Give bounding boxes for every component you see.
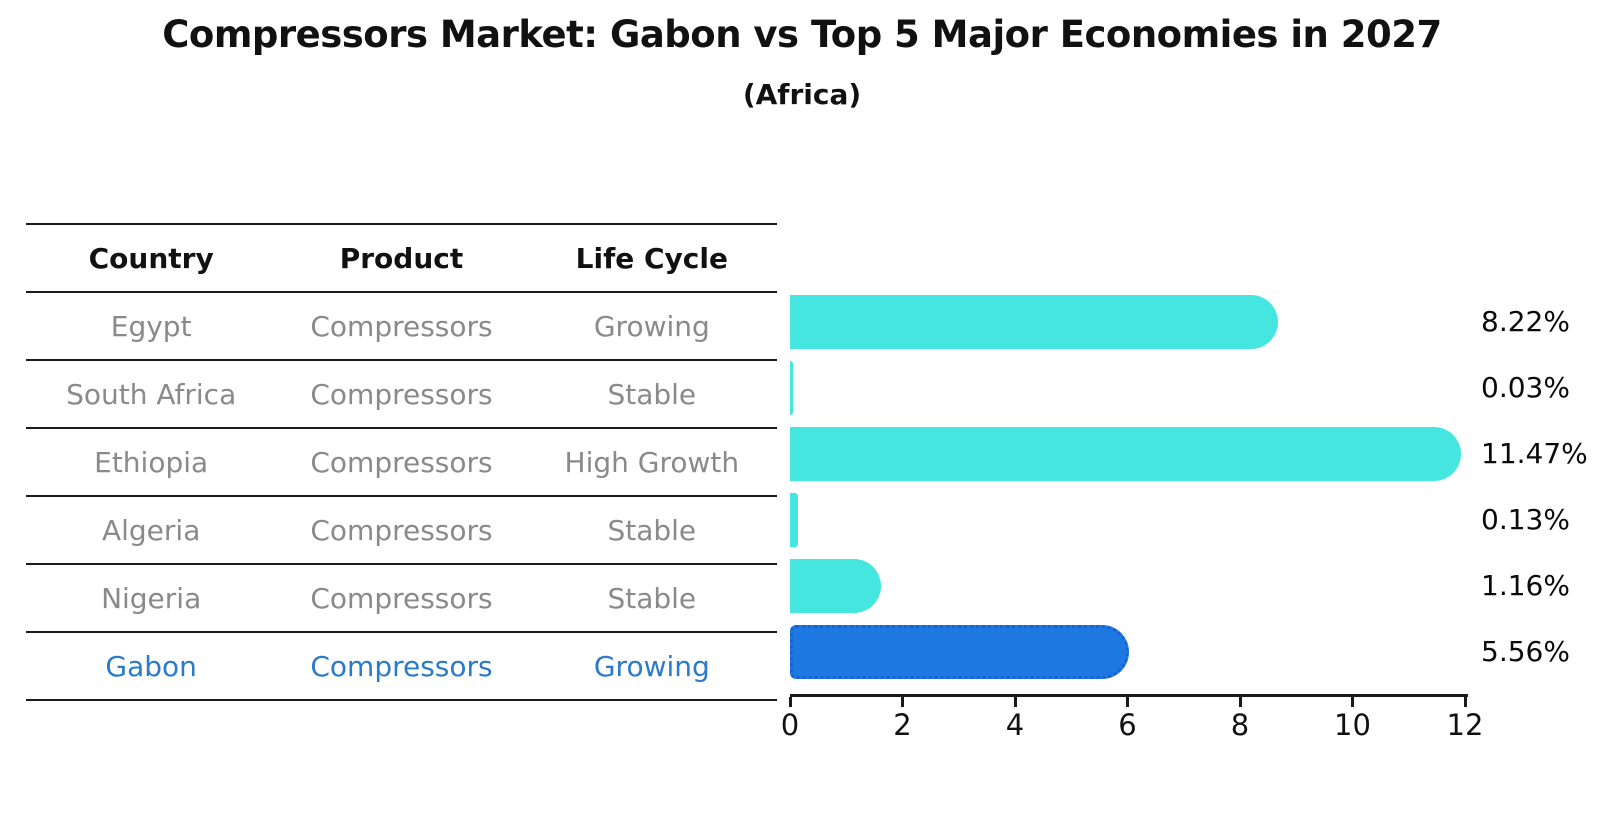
- x-axis-tick: [1126, 697, 1129, 707]
- cell-product: Compressors: [310, 445, 493, 479]
- x-axis-tick: [1013, 697, 1017, 707]
- table-row-gabon: Gabon Compressors Growing: [26, 633, 777, 701]
- cell-life-cycle: Stable: [607, 377, 697, 411]
- table-row-nigeria: Nigeria Compressors Stable: [26, 565, 777, 633]
- cell-country: Egypt: [110, 309, 192, 343]
- x-tick-label: 2: [893, 708, 912, 742]
- bar-egypt: [790, 295, 1279, 349]
- column-header-life-cycle: Life Cycle: [575, 241, 728, 275]
- value-label-gabon: 5.56%: [1481, 635, 1570, 668]
- cell-life-cycle: Growing: [593, 309, 710, 343]
- cell-country: Algeria: [101, 513, 201, 547]
- bar-row: [790, 355, 1465, 421]
- bar-ethiopia: [790, 427, 1462, 481]
- bar-algeria: [790, 493, 799, 547]
- cell-country: Ethiopia: [94, 445, 209, 479]
- x-axis-tick: [1463, 697, 1467, 707]
- chart-subtitle: (Africa): [742, 78, 862, 111]
- x-axis-line: [790, 694, 1468, 697]
- table-row-egypt: Egypt Compressors Growing: [26, 293, 777, 361]
- x-axis-tick: [788, 697, 792, 707]
- table-row-south-africa: South Africa Compressors Stable: [26, 361, 777, 429]
- bar-row: [790, 289, 1465, 355]
- cell-country: Nigeria: [101, 581, 202, 615]
- country-table: Country Product Life Cycle Egypt Compres…: [26, 223, 777, 701]
- x-tick-label: 4: [1005, 708, 1025, 742]
- cell-life-cycle: Stable: [607, 513, 697, 547]
- x-axis-tick: [1351, 697, 1354, 707]
- bar-nigeria: [790, 559, 882, 613]
- table-row-ethiopia: Ethiopia Compressors High Growth: [26, 429, 777, 497]
- value-label-algeria: 0.13%: [1481, 503, 1570, 536]
- value-label-egypt: 8.22%: [1481, 305, 1570, 338]
- x-tick-label: 8: [1230, 708, 1250, 742]
- bar-row: [790, 421, 1465, 487]
- bar-row: [790, 619, 1465, 685]
- bar-row: [790, 553, 1465, 619]
- cell-product: Compressors: [310, 581, 493, 615]
- x-tick-label: 0: [780, 708, 800, 742]
- cell-life-cycle: Growing: [593, 649, 710, 683]
- column-header-country: Country: [88, 241, 214, 275]
- bar-gabon: [790, 625, 1129, 679]
- column-header-product: Product: [339, 241, 464, 275]
- cell-product: Compressors: [310, 309, 493, 343]
- x-tick-label: 12: [1446, 708, 1484, 742]
- cell-life-cycle: High Growth: [564, 445, 740, 479]
- bar-plot-area: [790, 223, 1465, 685]
- x-tick-label: 6: [1118, 708, 1137, 742]
- cell-product: Compressors: [310, 649, 493, 683]
- cell-country: Gabon: [105, 649, 197, 683]
- x-axis-tick: [901, 697, 904, 707]
- bar-row: [790, 487, 1465, 553]
- table-header-row: Country Product Life Cycle: [26, 223, 777, 293]
- cell-life-cycle: Stable: [607, 581, 697, 615]
- value-label-nigeria: 1.16%: [1481, 569, 1570, 602]
- value-label-ethiopia: 11.47%: [1481, 437, 1588, 470]
- value-label-south-africa: 0.03%: [1481, 371, 1570, 404]
- x-tick-label: 10: [1334, 708, 1371, 742]
- cell-product: Compressors: [310, 377, 493, 411]
- cell-country: South Africa: [66, 377, 237, 411]
- cell-product: Compressors: [310, 513, 493, 547]
- chart-title: Compressors Market: Gabon vs Top 5 Major…: [162, 13, 1442, 56]
- table-row-algeria: Algeria Compressors Stable: [26, 497, 777, 565]
- x-axis-tick: [1238, 697, 1242, 707]
- bar-south-africa: [790, 361, 793, 415]
